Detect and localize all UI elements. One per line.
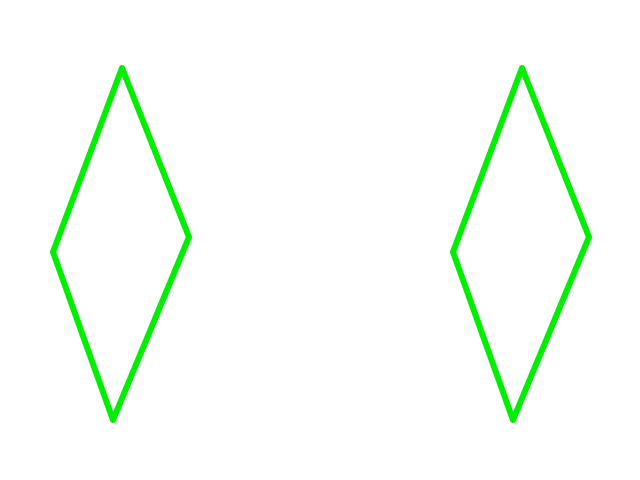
right-diamond <box>450 65 592 423</box>
left-diamond <box>50 65 192 423</box>
